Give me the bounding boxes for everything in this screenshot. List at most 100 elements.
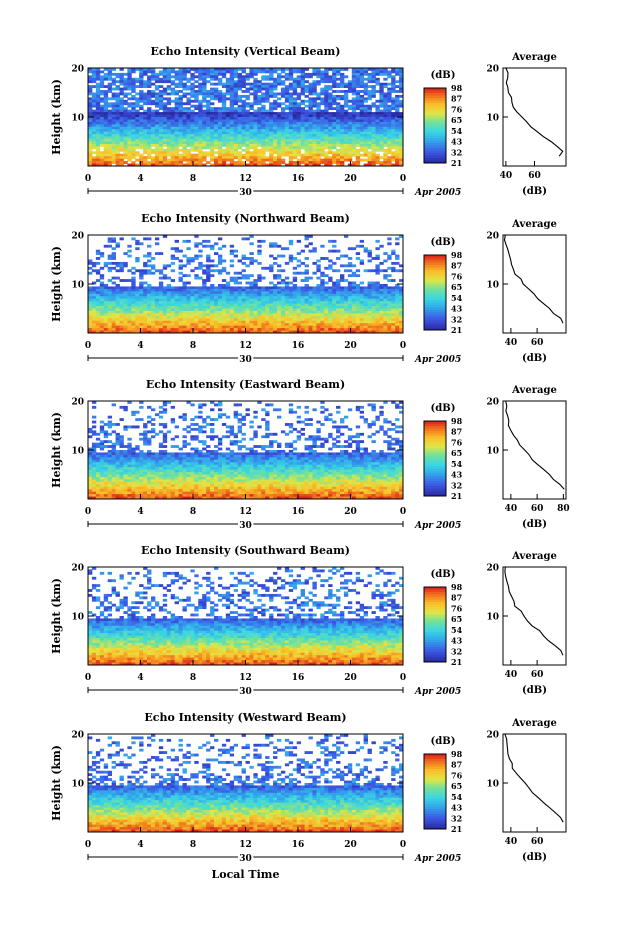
heatmap-cell bbox=[103, 310, 109, 314]
heatmap-cell bbox=[371, 281, 376, 285]
heatmap-cell bbox=[127, 102, 132, 106]
heatmap-cell bbox=[363, 315, 368, 319]
heatmap-cell bbox=[135, 158, 140, 162]
heatmap-cell bbox=[217, 284, 223, 287]
heatmap-cell bbox=[206, 99, 211, 103]
heatmap-cell bbox=[391, 301, 396, 304]
heatmap-cell bbox=[340, 126, 345, 130]
heatmap-cell bbox=[347, 320, 353, 324]
heatmap-cell bbox=[277, 134, 282, 137]
heatmap-cell bbox=[154, 288, 160, 292]
heatmap-cell bbox=[284, 85, 290, 88]
heatmap-cell bbox=[399, 310, 404, 314]
heatmap-cell bbox=[166, 80, 172, 84]
heatmap-cell bbox=[88, 158, 93, 162]
heatmap-cell bbox=[277, 68, 282, 71]
heatmap-cell bbox=[324, 163, 329, 167]
heatmap-cell bbox=[304, 328, 309, 331]
heatmap-cell bbox=[190, 293, 195, 297]
heatmap-cell bbox=[332, 158, 337, 162]
heatmap-cell bbox=[292, 156, 298, 160]
heatmap-cell bbox=[147, 296, 152, 300]
heatmap-cell bbox=[261, 318, 266, 322]
heatmap-cell bbox=[261, 121, 266, 125]
heatmap-cell bbox=[371, 257, 376, 260]
heatmap-cell bbox=[91, 141, 97, 145]
heatmap-cell bbox=[277, 310, 282, 314]
heatmap-cell bbox=[324, 77, 329, 81]
heatmap-cell bbox=[355, 310, 361, 314]
heatmap-cell bbox=[229, 303, 235, 307]
heatmap-cell bbox=[399, 313, 404, 317]
heatmap-cell bbox=[277, 117, 282, 120]
heatmap-cell bbox=[115, 330, 120, 334]
heatmap-cell bbox=[280, 112, 286, 115]
heatmap-cell bbox=[170, 114, 176, 118]
heatmap-cell bbox=[324, 158, 329, 162]
heatmap-cell bbox=[265, 158, 270, 162]
heatmap-cell bbox=[336, 293, 341, 297]
heatmap-cell bbox=[340, 279, 345, 282]
heatmap-cell bbox=[214, 121, 219, 125]
heatmap-cell bbox=[154, 114, 160, 118]
heatmap-cell bbox=[316, 72, 321, 76]
heatmap-cell bbox=[91, 310, 97, 314]
heatmap-cell bbox=[265, 296, 270, 300]
heatmap-cell bbox=[367, 104, 372, 108]
heatmap-cell bbox=[359, 85, 365, 88]
heatmap-cell bbox=[316, 80, 321, 84]
heatmap-cell bbox=[147, 291, 152, 295]
heatmap-cell bbox=[170, 269, 176, 273]
heatmap-cell bbox=[379, 318, 384, 322]
heatmap-cell bbox=[257, 261, 262, 265]
heatmap-cell bbox=[170, 75, 176, 79]
heatmap-cell bbox=[111, 94, 116, 98]
heatmap-cell bbox=[273, 286, 278, 290]
heatmap-cell bbox=[304, 163, 309, 167]
heatmap-cell bbox=[151, 114, 156, 118]
heatmap-cell bbox=[249, 291, 254, 295]
y-axis-label: Height (km) bbox=[50, 79, 63, 155]
heatmap-cell bbox=[107, 141, 113, 145]
heatmap-cell bbox=[170, 161, 176, 164]
heatmap-cell bbox=[182, 296, 187, 300]
heatmap-cell bbox=[162, 306, 168, 309]
heatmap-cell bbox=[217, 403, 223, 407]
heatmap-cell bbox=[269, 129, 274, 133]
heatmap-cell bbox=[225, 298, 231, 302]
heatmap-cell bbox=[162, 126, 168, 130]
heatmap-cell bbox=[300, 325, 305, 329]
heatmap-cell bbox=[233, 80, 239, 84]
heatmap-cell bbox=[308, 85, 313, 88]
heatmap-cell bbox=[316, 320, 321, 324]
heatmap-cell bbox=[355, 139, 361, 142]
heatmap-cell bbox=[265, 143, 270, 147]
heatmap-cell bbox=[221, 284, 227, 287]
heatmap-cell bbox=[190, 318, 195, 322]
heatmap-cell bbox=[174, 124, 179, 128]
heatmap-cell bbox=[210, 315, 215, 319]
x-tick-label: 4 bbox=[137, 174, 143, 184]
heatmap-cell bbox=[296, 161, 302, 164]
heatmap-cell bbox=[237, 124, 242, 128]
heatmap-cell bbox=[178, 266, 183, 270]
heatmap-cell bbox=[288, 85, 294, 88]
heatmap-cell bbox=[383, 92, 388, 96]
heatmap-cell bbox=[265, 288, 270, 292]
heatmap-cell bbox=[194, 328, 199, 331]
heatmap-cell bbox=[186, 306, 191, 309]
heatmap-cell bbox=[324, 143, 329, 147]
heatmap-cell bbox=[217, 303, 223, 307]
heatmap-cell bbox=[312, 119, 317, 123]
heatmap-cell bbox=[174, 119, 179, 123]
heatmap-cell bbox=[316, 141, 321, 145]
heatmap-cell bbox=[359, 148, 365, 152]
heatmap-cell bbox=[91, 72, 97, 76]
heatmap-cell bbox=[288, 92, 294, 96]
heatmap-cell bbox=[288, 136, 294, 140]
heatmap-cell bbox=[371, 408, 376, 412]
heatmap-cell bbox=[178, 308, 183, 312]
heatmap-cell bbox=[359, 77, 365, 81]
heatmap-cell bbox=[119, 163, 124, 167]
heatmap-cell bbox=[249, 104, 254, 108]
